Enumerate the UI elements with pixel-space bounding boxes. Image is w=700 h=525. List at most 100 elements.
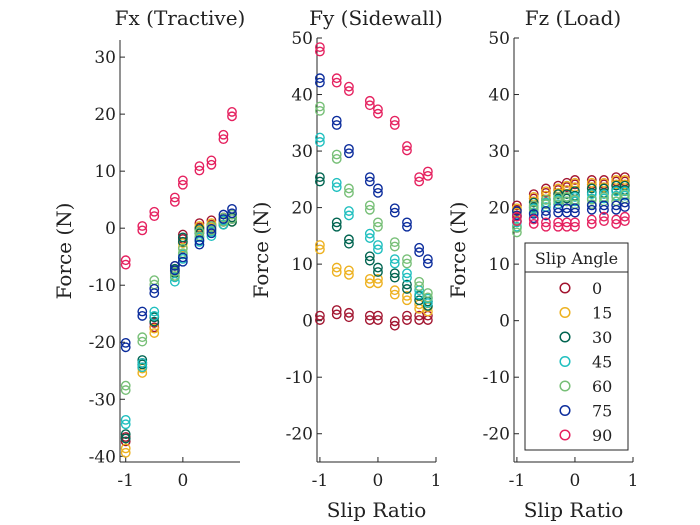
x-tick-label: 0: [373, 471, 384, 491]
data-point: [586, 177, 597, 188]
data-point: [149, 283, 160, 294]
data-point: [120, 255, 131, 266]
data-point: [389, 237, 400, 248]
series-90: [120, 107, 237, 270]
legend-entry-label: 0: [592, 279, 602, 298]
data-point: [402, 254, 412, 265]
data-point: [611, 219, 622, 229]
data-point: [402, 145, 412, 156]
data-point: [218, 134, 229, 145]
data-point: [227, 111, 237, 122]
data-point: [512, 200, 522, 211]
data-point: [586, 200, 597, 211]
y-tick-label: 30: [94, 48, 116, 68]
data-point: [414, 276, 425, 287]
data-point: [402, 315, 412, 325]
data-point: [149, 288, 160, 299]
data-point: [599, 211, 609, 222]
data-point: [586, 219, 597, 229]
data-point: [120, 380, 131, 391]
data-point: [315, 105, 325, 116]
legend-entry-label: 60: [592, 377, 612, 396]
data-point: [586, 204, 597, 215]
data-point: [331, 217, 342, 228]
data-point: [177, 256, 188, 267]
series-75: [512, 197, 630, 224]
data-point: [315, 77, 325, 88]
data-point: [315, 172, 325, 183]
data-point: [541, 217, 551, 228]
data-point: [344, 265, 354, 276]
series-60: [315, 101, 433, 303]
data-point: [528, 219, 539, 229]
data-point: [120, 342, 131, 353]
data-point: [344, 210, 354, 221]
data-point: [541, 194, 551, 205]
data-point: [364, 95, 375, 106]
data-point: [194, 161, 205, 172]
data-point: [344, 312, 354, 323]
data-point: [331, 309, 342, 320]
y-tick-label: -30: [89, 390, 116, 410]
data-point: [120, 414, 131, 425]
x-tick-label: -1: [312, 471, 329, 491]
data-point: [422, 254, 433, 265]
data-point: [344, 234, 354, 245]
data-point: [402, 221, 412, 232]
legend-marker: [559, 331, 571, 343]
data-point: [206, 221, 217, 231]
data-point: [373, 221, 383, 232]
data-point: [137, 332, 148, 343]
data-point: [364, 233, 375, 243]
data-point: [344, 238, 354, 249]
data-point: [389, 203, 400, 214]
data-point: [528, 197, 539, 208]
data-point: [422, 170, 433, 181]
data-point: [120, 429, 131, 440]
data-point: [331, 177, 342, 188]
data-point: [389, 285, 400, 296]
data-point: [389, 268, 400, 279]
data-point: [227, 107, 237, 117]
data-point: [194, 235, 205, 246]
data-point: [137, 221, 148, 231]
data-point: [402, 268, 412, 279]
data-point: [422, 166, 433, 177]
data-point: [315, 73, 325, 84]
data-point: [331, 221, 342, 232]
data-point: [137, 362, 148, 373]
data-point: [169, 276, 180, 287]
data-point: [344, 206, 354, 216]
data-point: [364, 228, 375, 239]
data-point: [315, 176, 325, 187]
legend-entry-label: 45: [592, 353, 612, 372]
data-point: [344, 86, 354, 96]
y-tick-label: -20: [286, 425, 313, 445]
data-point: [373, 262, 383, 273]
data-point: [344, 148, 354, 159]
y-axis-label: Force (N): [52, 203, 76, 300]
data-point: [218, 219, 229, 230]
data-point: [528, 214, 539, 225]
data-point: [422, 292, 433, 303]
data-point: [389, 254, 400, 265]
data-point: [331, 73, 342, 84]
data-point: [206, 231, 217, 241]
data-point: [331, 120, 342, 130]
data-point: [206, 159, 217, 170]
y-tick-label: 50: [291, 29, 313, 49]
data-point: [194, 221, 205, 231]
data-point: [389, 320, 400, 331]
y-tick-label: 20: [291, 199, 313, 219]
data-point: [586, 189, 597, 199]
data-point: [315, 101, 325, 112]
y-axis-label: Force (N): [249, 202, 273, 299]
data-point: [315, 244, 325, 255]
data-point: [402, 310, 412, 321]
y-tick-label: 40: [488, 86, 510, 106]
legend: Slip Angle 0 15 30 45 60 75 90: [524, 242, 629, 451]
data-point: [402, 284, 412, 294]
data-point: [512, 216, 522, 227]
data-point: [315, 132, 325, 143]
data-point: [599, 216, 609, 227]
